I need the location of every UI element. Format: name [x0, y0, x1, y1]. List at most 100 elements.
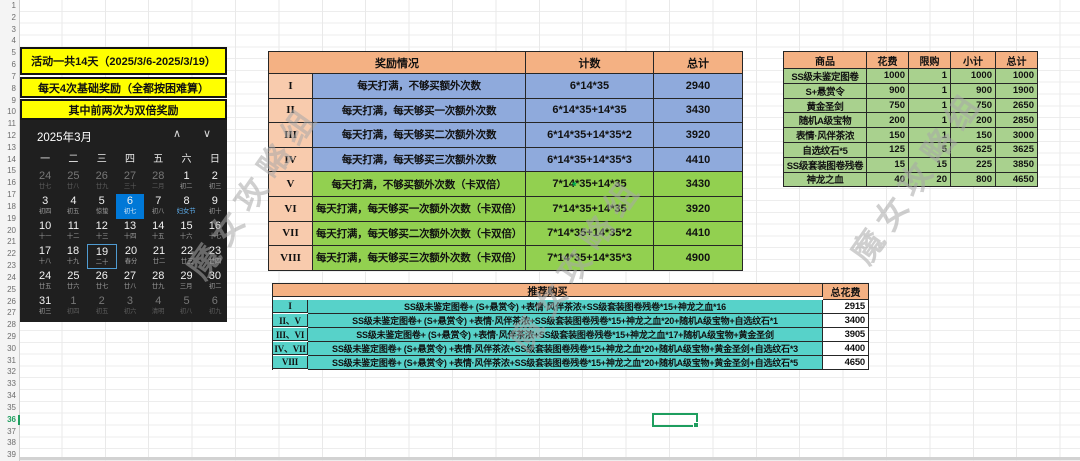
reward-row-total[interactable]: 4410	[654, 147, 743, 173]
calendar-day-3[interactable]: 3 初四	[31, 194, 59, 219]
calendar-day-31[interactable]: 31 初三	[31, 294, 59, 319]
calendar-day-3[interactable]: 3 初六	[116, 294, 144, 319]
shop-cell[interactable]: 1	[909, 83, 951, 99]
reward-row-id[interactable]: VIII	[269, 246, 313, 271]
calendar-day-4[interactable]: 4 清明	[144, 294, 172, 319]
reward-row-count[interactable]: 7*14*35+14*35	[526, 196, 654, 222]
shop-cell[interactable]: 15	[867, 157, 909, 173]
shop-cell[interactable]: 125	[867, 142, 909, 158]
recommend-header-cost[interactable]: 总花费	[823, 284, 869, 300]
shop-header-2[interactable]: 限购	[909, 52, 951, 69]
calendar-day-8[interactable]: 8 妇女节	[172, 194, 200, 219]
calendar-day-27[interactable]: 27 三十	[116, 169, 144, 194]
calendar-day-15[interactable]: 15 十六	[172, 219, 200, 244]
reward-row-id[interactable]: I	[269, 74, 313, 99]
reward-row-total[interactable]: 3430	[654, 98, 743, 124]
shop-cell[interactable]: SS级套装图卷残卷	[784, 157, 867, 173]
reward-row-id[interactable]: VI	[269, 196, 313, 222]
calendar-day-21[interactable]: 21 廿二	[145, 244, 173, 269]
calendar-day-11[interactable]: 11 十二	[59, 219, 87, 244]
shop-cell[interactable]: 750	[951, 98, 996, 114]
row-header-31[interactable]: 31	[7, 355, 16, 365]
row-header-4[interactable]: 4	[11, 36, 16, 46]
shop-cell[interactable]: SS级未鉴定图卷	[784, 69, 867, 84]
row-header-22[interactable]: 22	[7, 249, 16, 259]
calendar-day-2[interactable]: 2 初三	[201, 169, 229, 194]
calendar-day-9[interactable]: 9 初十	[201, 194, 229, 219]
row-header-13[interactable]: 13	[7, 142, 16, 152]
reward-row-id[interactable]: III	[269, 123, 313, 148]
row-header-33[interactable]: 33	[7, 379, 16, 389]
row-header-35[interactable]: 35	[7, 402, 16, 412]
calendar-day-2[interactable]: 2 初五	[88, 294, 116, 319]
shop-cell[interactable]: 900	[951, 83, 996, 99]
row-header-34[interactable]: 34	[7, 391, 16, 401]
calendar-day-10[interactable]: 10 十一	[31, 219, 59, 244]
shop-cell[interactable]: 1000	[951, 69, 996, 84]
row-header-18[interactable]: 18	[7, 201, 16, 211]
row-header-8[interactable]: 8	[11, 83, 16, 93]
recommend-row-total[interactable]: 2915	[823, 300, 869, 314]
calendar-day-13[interactable]: 13 十四	[116, 219, 144, 244]
reward-row-count[interactable]: 6*14*35	[526, 74, 654, 99]
calendar-day-30[interactable]: 30 初二	[201, 269, 229, 294]
calendar-day-28[interactable]: 28 二月	[144, 169, 172, 194]
shop-cell[interactable]: 4650	[996, 172, 1038, 188]
shop-header-0[interactable]: 商品	[784, 52, 867, 69]
row-header-21[interactable]: 21	[7, 237, 16, 247]
note-activity-duration[interactable]: 活动一共14天（2025/3/6-2025/3/19）	[20, 47, 227, 75]
row-header-11[interactable]: 11	[7, 119, 16, 129]
calendar-day-6[interactable]: 6 初九	[201, 294, 229, 319]
calendar-day-7[interactable]: 7 初八	[144, 194, 172, 219]
row-header-12[interactable]: 12	[7, 131, 16, 141]
shop-cell[interactable]: 1	[909, 128, 951, 143]
shop-cell[interactable]: 625	[951, 142, 996, 158]
note-daily-rewards[interactable]: 每天4次基础奖励（全都按困难算）	[20, 77, 227, 98]
row-header-37[interactable]: 37	[7, 426, 16, 436]
shop-header-1[interactable]: 花费	[867, 52, 909, 69]
shop-cell[interactable]: 神龙之血	[784, 172, 867, 188]
recommend-row-total[interactable]: 3400	[823, 314, 869, 328]
recommend-row-desc[interactable]: SS级未鉴定图卷+ (S+悬赏令) +表情·风伴茶浓+SS级套装图卷残卷*15+…	[308, 356, 823, 370]
reward-row-total[interactable]: 3920	[654, 123, 743, 148]
recommend-row-desc[interactable]: SS级未鉴定图卷+ (S+悬赏令) +表情·风伴茶浓+SS级套装图卷残卷*15+…	[308, 328, 823, 342]
calendar-day-28[interactable]: 28 廿九	[144, 269, 172, 294]
row-header-14[interactable]: 14	[7, 154, 16, 164]
row-header-17[interactable]: 17	[7, 190, 16, 200]
calendar-day-1[interactable]: 1 初四	[59, 294, 87, 319]
reward-row-id[interactable]: V	[269, 172, 313, 197]
calendar-day-16[interactable]: 16 十七	[201, 219, 229, 244]
reward-header-situation[interactable]: 奖励情况	[269, 52, 526, 74]
row-header-27[interactable]: 27	[7, 308, 16, 318]
shop-cell[interactable]: 150	[951, 128, 996, 143]
reward-row-count[interactable]: 6*14*35+14*35*2	[526, 123, 654, 148]
row-header-28[interactable]: 28	[7, 320, 16, 330]
shop-cell[interactable]: 3000	[996, 128, 1038, 143]
calendar-day-4[interactable]: 4 初五	[59, 194, 87, 219]
reward-row-desc[interactable]: 每天打满，每天够买一次额外次数	[313, 98, 526, 124]
row-header-32[interactable]: 32	[7, 367, 16, 377]
reward-header-total[interactable]: 总计	[654, 52, 743, 74]
calendar-day-23[interactable]: 23 廿四	[201, 244, 229, 269]
calendar-day-24[interactable]: 24 廿五	[31, 269, 59, 294]
calendar-day-25[interactable]: 25 廿六	[59, 269, 87, 294]
shop-cell[interactable]: 20	[909, 172, 951, 188]
recommend-row-total[interactable]: 4650	[823, 356, 869, 370]
shop-cell[interactable]: 3625	[996, 142, 1038, 158]
calendar-day-26[interactable]: 26 廿七	[88, 269, 116, 294]
recommend-row-total[interactable]: 4400	[823, 342, 869, 356]
reward-row-desc[interactable]: 每天打满，每天够买三次额外次数（卡双倍）	[313, 246, 526, 271]
row-header-6[interactable]: 6	[11, 60, 16, 70]
shop-cell[interactable]: 表情·风伴茶浓	[784, 128, 867, 143]
shop-cell[interactable]: 40	[867, 172, 909, 188]
reward-row-total[interactable]: 4410	[654, 221, 743, 247]
shop-cell[interactable]: 225	[951, 157, 996, 173]
shop-cell[interactable]: 自选纹石*5	[784, 142, 867, 158]
row-header-16[interactable]: 16	[7, 178, 16, 188]
calendar-day-24[interactable]: 24 廿七	[31, 169, 59, 194]
row-header-15[interactable]: 15	[7, 166, 16, 176]
reward-header-count[interactable]: 计数	[526, 52, 654, 74]
chevron-up-icon[interactable]: ∧	[172, 128, 182, 140]
recommend-row-id[interactable]: IV、VII	[273, 342, 308, 355]
reward-row-desc[interactable]: 每天打满，每天够买二次额外次数	[313, 123, 526, 148]
